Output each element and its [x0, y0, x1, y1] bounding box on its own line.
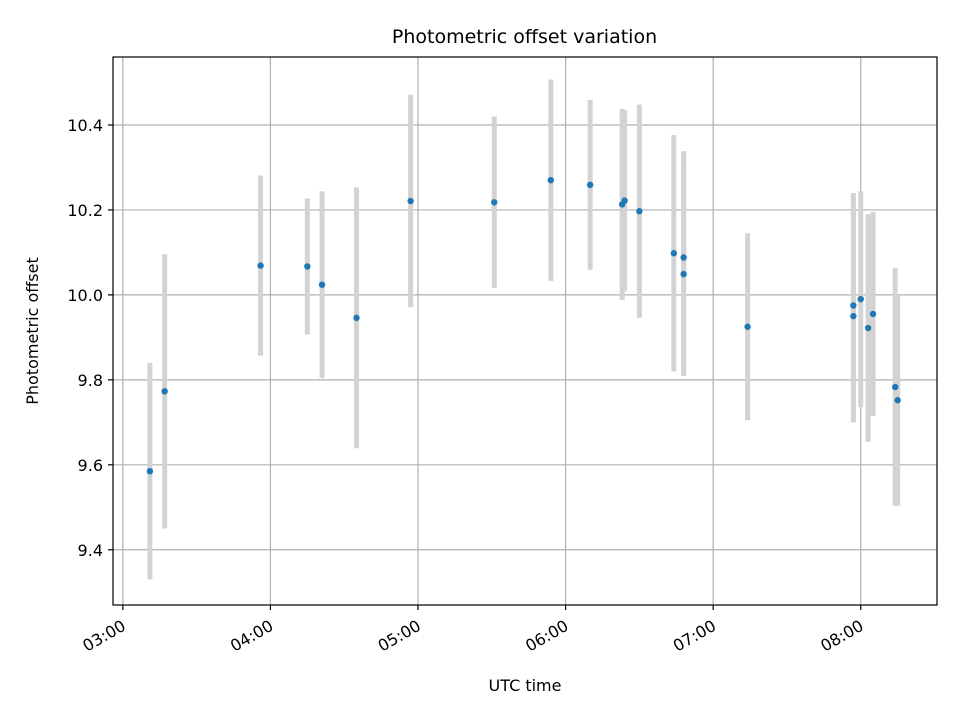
grid — [113, 57, 937, 605]
data-point — [407, 197, 414, 205]
data-point — [680, 270, 687, 278]
y-tick-label: 9.6 — [78, 456, 103, 475]
y-tick-label: 9.8 — [78, 371, 103, 390]
data-point — [586, 181, 594, 189]
data-point — [636, 208, 643, 215]
data-point — [891, 383, 899, 391]
y-axis: 9.4 9.6 9.8 10.0 10.2 10.4 — [67, 116, 113, 560]
data-point — [850, 312, 857, 320]
data-point — [353, 314, 360, 322]
data-point — [744, 323, 751, 330]
plot-background — [113, 57, 937, 605]
data-point — [864, 324, 872, 332]
data-point — [146, 467, 154, 475]
y-tick-label: 10.4 — [67, 116, 103, 135]
data-point — [621, 197, 628, 204]
chart-title: Photometric offset variation — [392, 26, 657, 48]
data-point — [894, 397, 901, 404]
data-point — [161, 388, 168, 395]
data-point — [850, 302, 857, 309]
y-tick-label: 10.0 — [67, 286, 103, 305]
data-point — [257, 262, 264, 269]
y-tick-label: 9.4 — [78, 541, 103, 560]
x-axis-label: UTC time — [489, 676, 562, 695]
data-point — [491, 199, 498, 206]
plot-area — [112, 56, 938, 606]
data-point — [680, 254, 687, 261]
plot-frame — [112, 56, 938, 606]
data-point — [857, 295, 864, 303]
y-tick-label: 10.2 — [67, 201, 103, 220]
data-point — [670, 250, 678, 257]
data-point — [547, 176, 555, 184]
data-point — [869, 310, 877, 318]
data-point — [318, 281, 326, 288]
data-points — [146, 176, 901, 475]
data-point — [304, 263, 311, 270]
y-axis-label: Photometric offset — [23, 257, 42, 405]
